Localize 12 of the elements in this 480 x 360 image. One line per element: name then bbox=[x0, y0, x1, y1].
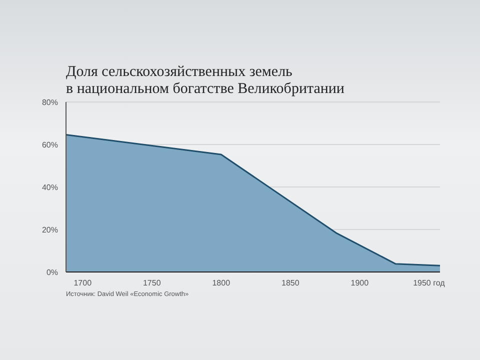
x-tick-label: 1800 bbox=[212, 278, 231, 288]
x-tick-label: 1900 bbox=[350, 278, 370, 288]
x-tick-label: 1950 год bbox=[413, 278, 446, 288]
x-tick-label: 1750 bbox=[142, 278, 162, 288]
y-tick-label: 0% bbox=[46, 268, 58, 277]
y-tick-label: 60% bbox=[42, 140, 58, 150]
y-tick-label: 20% bbox=[42, 225, 58, 234]
x-tick-label: 1850 bbox=[282, 278, 300, 288]
y-tick-label: 40% bbox=[42, 182, 58, 192]
y-tick-label: 80% bbox=[42, 98, 58, 107]
chart-title: Доля сельскохозяйственных земель в национальном богатстве Великобритании bbox=[66, 64, 344, 98]
x-tick-label: 1700 bbox=[74, 278, 92, 288]
